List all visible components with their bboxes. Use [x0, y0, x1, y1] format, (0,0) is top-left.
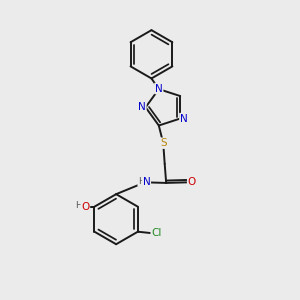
Text: N: N: [155, 83, 163, 94]
Text: N: N: [142, 177, 150, 187]
Text: O: O: [81, 202, 89, 212]
Text: S: S: [160, 138, 166, 148]
Text: Cl: Cl: [151, 228, 162, 238]
Text: H: H: [138, 177, 145, 186]
Text: N: N: [180, 114, 188, 124]
Text: H: H: [76, 201, 82, 210]
Text: N: N: [138, 102, 146, 112]
Text: O: O: [188, 177, 196, 187]
